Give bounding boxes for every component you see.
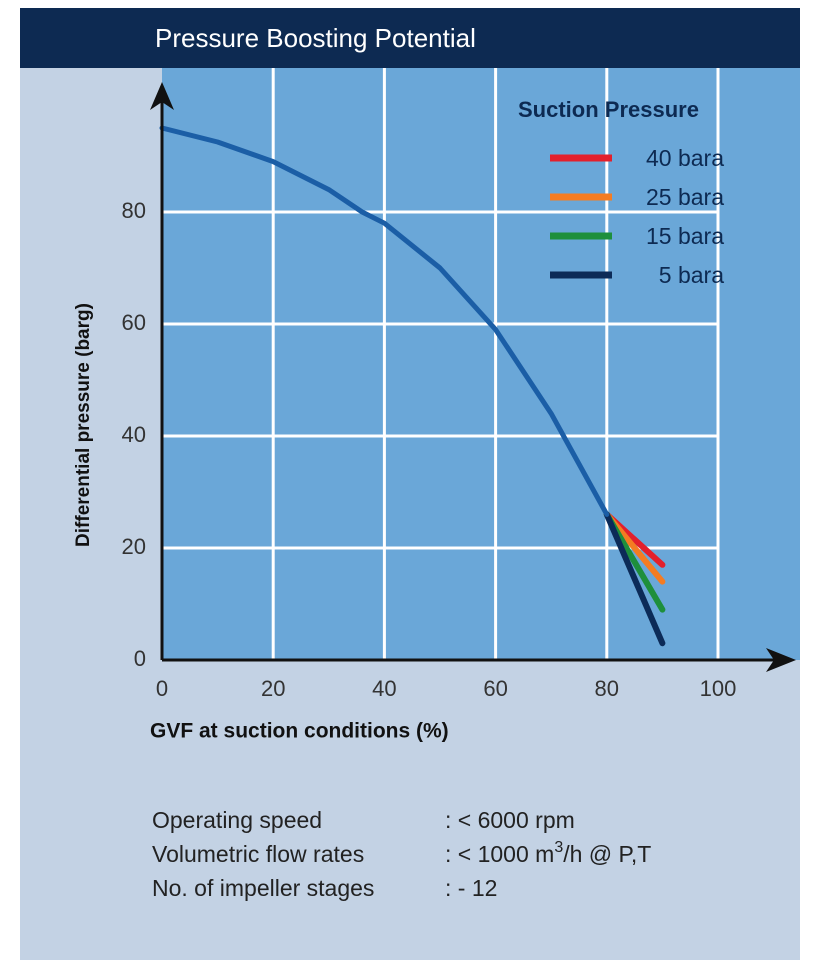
- x-axis-label: GVF at suction conditions (%): [150, 720, 449, 743]
- note-value-part: 3: [554, 839, 563, 856]
- x-tick-label: 100: [700, 676, 737, 701]
- x-tick-label: 80: [595, 676, 619, 701]
- curve-line: [159, 125, 610, 517]
- note-label: Operating speed: [152, 807, 322, 833]
- legend-label: 5 bara: [659, 262, 724, 288]
- y-tick-label: 60: [122, 310, 146, 335]
- legend-label: 40 bara: [646, 145, 724, 171]
- y-tick-label: 0: [134, 646, 146, 671]
- note-value: : - 12: [445, 875, 497, 901]
- note-value: : < 1000 m3/h @ P,T: [445, 839, 651, 867]
- x-tick-label: 40: [372, 676, 396, 701]
- x-tick-label: 60: [483, 676, 507, 701]
- y-tick-label: 20: [122, 534, 146, 559]
- plot-area: [162, 68, 800, 660]
- series-line: [603, 511, 666, 647]
- y-axis-arrow: [150, 82, 174, 110]
- notes: Operating speed : < 6000 rpm Volumetric fl…: [152, 807, 651, 901]
- note-label: No. of impeller stages: [152, 875, 374, 901]
- note-value-part: : < 6000 rpm: [445, 807, 575, 833]
- x-tick-label: 20: [261, 676, 285, 701]
- legend-label: 25 bara: [646, 184, 724, 210]
- note-label: Volumetric flow rates: [152, 841, 364, 867]
- x-axis-arrow: [766, 648, 796, 672]
- marks: [159, 125, 666, 647]
- legend: 40 bara 25 bara 15 bara 5 bara: [550, 145, 724, 288]
- chart-title: Pressure Boosting Potential: [155, 23, 476, 53]
- grid: [162, 68, 720, 660]
- y-tick-label: 80: [122, 198, 146, 223]
- header-bar: [20, 8, 800, 68]
- y-tick-label: 40: [122, 422, 146, 447]
- y-axis-label: Differential pressure (barg): [73, 303, 94, 547]
- note-value-part: : < 1000 m: [445, 841, 554, 867]
- legend-title: Suction Pressure: [518, 97, 699, 122]
- legend-label: 15 bara: [646, 223, 724, 249]
- x-tick-label: 0: [156, 676, 168, 701]
- note-value: : < 6000 rpm: [445, 807, 575, 833]
- note-value-part: : - 12: [445, 875, 497, 901]
- note-value-part: /h @ P,T: [563, 841, 651, 867]
